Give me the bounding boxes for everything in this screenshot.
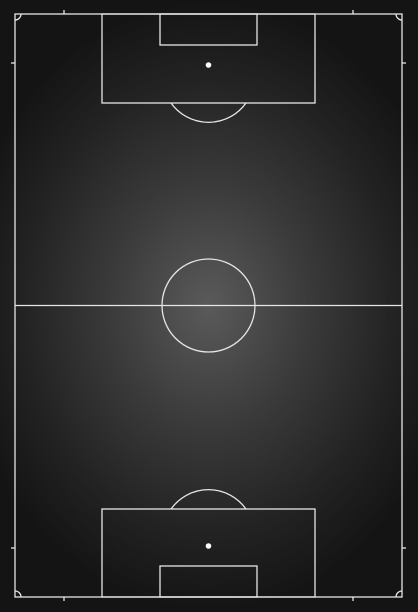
corner-arc-bottom-left [14, 590, 22, 598]
top-penalty-spot [205, 62, 212, 68]
bottom-goal-area [159, 565, 258, 598]
top-goal-area [159, 13, 258, 46]
bottom-penalty-area [101, 508, 316, 598]
corner-arc-bottom-right [395, 590, 403, 598]
corner-arc-top-right [395, 13, 403, 21]
bottom-penalty-arc [170, 488, 247, 510]
top-penalty-area [101, 13, 316, 104]
corner-arc-top-left [14, 13, 22, 21]
top-penalty-arc [170, 102, 247, 124]
center-circle [161, 258, 256, 353]
bottom-penalty-spot [205, 543, 212, 549]
